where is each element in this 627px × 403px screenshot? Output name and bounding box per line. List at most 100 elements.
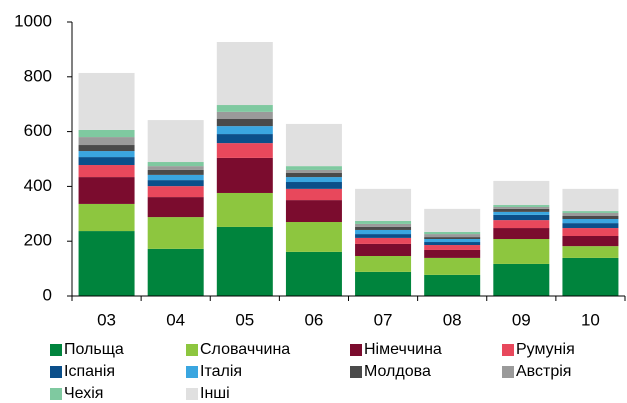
bar-segment: [562, 228, 619, 236]
bar-segment: [355, 271, 412, 296]
bar-segment: [285, 123, 342, 167]
bar-segment: [216, 42, 273, 106]
bar-segment: [562, 223, 619, 229]
x-tick-label: 05: [235, 310, 254, 329]
y-tick-label: 200: [24, 231, 52, 250]
bar-segment: [78, 157, 135, 166]
bar-segment: [355, 243, 412, 256]
bar-segment: [216, 143, 273, 158]
bar-segment: [355, 234, 412, 238]
bar-segment: [424, 249, 481, 258]
bar-segment: [424, 237, 481, 240]
legend-swatch: [50, 388, 62, 400]
bar-segment: [285, 251, 342, 296]
bar-segment: [493, 205, 550, 207]
legend-label: Іспанія: [64, 363, 115, 380]
bar-segment: [216, 111, 273, 119]
bar-segment: [562, 212, 619, 216]
legend-swatch: [186, 344, 198, 356]
bar-segment: [216, 226, 273, 296]
bar-segment: [147, 197, 204, 218]
bar-segment: [493, 220, 550, 229]
legend-label: Італія: [200, 363, 242, 380]
legend-label: Польща: [64, 341, 124, 358]
bar-segment: [147, 248, 204, 296]
bar-segment: [216, 134, 273, 144]
bar-segment: [147, 217, 204, 249]
bar-segment: [562, 215, 619, 220]
bar-segment: [78, 137, 135, 146]
bar-segment: [355, 188, 412, 221]
bar-segment: [78, 203, 135, 232]
bar-segment: [355, 223, 412, 227]
bar-segment: [424, 234, 481, 238]
x-tick-label: 09: [512, 310, 531, 329]
legend-swatch: [50, 344, 62, 356]
legend-swatch: [50, 366, 62, 378]
x-tick-label: 10: [581, 310, 600, 329]
bar-segment: [78, 72, 135, 130]
legend-swatch: [350, 344, 362, 356]
bar-segment: [562, 188, 619, 212]
bar-segment: [285, 177, 342, 183]
bar-segment: [78, 231, 135, 296]
legend-label: Молдова: [364, 363, 431, 380]
bar-segment: [285, 172, 342, 178]
bar-segment: [285, 169, 342, 173]
bar-segment: [78, 165, 135, 178]
bar-segment: [285, 200, 342, 223]
bar-segment: [78, 129, 135, 138]
x-tick-label: 04: [166, 310, 185, 329]
bar-segment: [147, 186, 204, 198]
bar-segment: [562, 219, 619, 224]
bar-segment: [216, 126, 273, 135]
legend-swatch: [502, 344, 514, 356]
bar-segment: [285, 222, 342, 252]
bar-segment: [285, 182, 342, 189]
bar-segment: [424, 239, 481, 243]
bar-segment: [562, 235, 619, 247]
bar-segment: [355, 220, 412, 224]
bar-segment: [147, 166, 204, 170]
bar-segment: [493, 263, 550, 296]
bar-segment: [78, 145, 135, 152]
bar-segment: [355, 229, 412, 235]
legend-swatch: [186, 388, 198, 400]
bar-segment: [216, 105, 273, 112]
bar-segment: [424, 208, 481, 232]
bar-segment: [424, 231, 481, 235]
bar-segment: [147, 180, 204, 187]
bar-segment: [424, 245, 481, 250]
legend-swatch: [502, 366, 514, 378]
x-tick-label: 08: [443, 310, 462, 329]
bar-segment: [562, 211, 619, 213]
bar-segment: [147, 169, 204, 175]
bar-segment: [355, 237, 412, 244]
x-tick-label: 03: [97, 310, 116, 329]
bar-segment: [424, 274, 481, 296]
bar-segment: [493, 228, 550, 240]
bar-segment: [147, 120, 204, 163]
x-tick-label: 07: [374, 310, 393, 329]
y-tick-label: 600: [24, 121, 52, 140]
bar-segment: [285, 166, 342, 170]
bar-segment: [147, 162, 204, 167]
legend-swatch: [186, 366, 198, 378]
bar-segment: [424, 257, 481, 275]
bar-segment: [78, 177, 135, 204]
bar-segment: [493, 211, 550, 215]
legend-label: Австрія: [516, 363, 571, 380]
bar-segment: [493, 239, 550, 264]
bar-segment: [493, 214, 550, 221]
legend-label: Інші: [200, 385, 230, 402]
bar-segment: [562, 246, 619, 258]
bar-segment: [147, 174, 204, 181]
legend-label: Словаччина: [200, 341, 290, 358]
bar-segment: [78, 151, 135, 158]
x-tick-label: 06: [304, 310, 323, 329]
y-tick-label: 0: [43, 285, 52, 304]
bar-segment: [285, 188, 342, 201]
bar-segment: [355, 226, 412, 230]
bar-segment: [493, 180, 550, 206]
